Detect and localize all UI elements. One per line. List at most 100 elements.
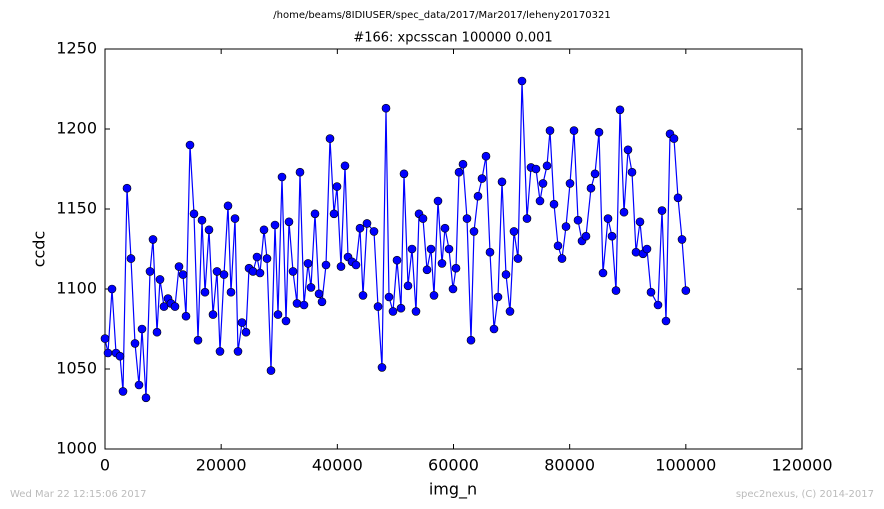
data-point	[306, 283, 316, 292]
data-point	[619, 207, 629, 217]
data-point	[458, 159, 468, 169]
data-point	[573, 215, 583, 225]
x-axis-label: img_n	[429, 480, 477, 500]
x-tick-label: 0	[100, 456, 110, 475]
data-point	[233, 347, 243, 356]
data-point	[392, 255, 402, 265]
data-point	[627, 167, 637, 177]
data-point	[351, 260, 361, 270]
data-point	[212, 267, 222, 276]
data-point	[448, 284, 458, 294]
data-point	[581, 231, 591, 241]
data-point	[200, 287, 210, 297]
data-point	[403, 281, 413, 291]
data-point	[270, 220, 280, 230]
y-axis-label: ccdc	[30, 231, 49, 268]
data-point	[501, 270, 511, 279]
x-tick-label: 120000	[771, 456, 832, 475]
x-tick-label: 40000	[312, 456, 363, 475]
data-point	[485, 247, 495, 257]
data-point	[204, 225, 214, 235]
data-point	[325, 134, 335, 143]
data-point	[219, 270, 229, 279]
chart-title: #166: xpcsscan 100000 0.001	[353, 31, 552, 46]
data-point	[466, 335, 476, 345]
data-point	[273, 310, 283, 319]
data-point	[103, 348, 113, 358]
data-point	[418, 214, 428, 223]
data-point	[137, 324, 147, 334]
y-tick-label: 1000	[56, 439, 97, 458]
data-point	[284, 217, 294, 227]
data-point	[281, 316, 291, 326]
data-point	[262, 254, 272, 263]
data-point	[355, 223, 365, 233]
data-point	[635, 217, 645, 227]
data-point	[462, 214, 472, 223]
data-point	[230, 214, 240, 223]
data-point	[197, 215, 207, 225]
data-point	[473, 191, 483, 201]
data-point	[545, 126, 555, 135]
data-point	[266, 366, 276, 375]
data-point	[631, 247, 641, 257]
data-point	[317, 297, 327, 307]
data-point	[152, 327, 162, 337]
data-point	[437, 259, 447, 268]
data-point	[642, 244, 652, 254]
data-point	[130, 339, 140, 348]
data-point	[358, 291, 368, 300]
data-point	[396, 303, 406, 313]
data-point	[100, 334, 110, 343]
data-point	[148, 235, 158, 244]
data-point	[134, 380, 144, 390]
data-point	[615, 105, 625, 115]
data-point	[538, 179, 548, 188]
data-point	[193, 335, 203, 345]
footer-right: spec2nexus, (C) 2014-2017	[736, 489, 874, 500]
data-point	[611, 286, 621, 295]
y-tick-label: 1250	[56, 39, 97, 58]
x-tick-label: 60000	[428, 456, 479, 475]
data-point	[178, 270, 188, 279]
data-point	[340, 161, 350, 171]
data-point	[557, 254, 567, 263]
data-point	[553, 241, 563, 251]
data-point	[451, 263, 461, 273]
data-point	[646, 287, 656, 297]
data-point	[411, 307, 421, 316]
y-tick-label: 1100	[56, 279, 97, 298]
data-point	[454, 167, 464, 177]
data-point	[598, 268, 608, 278]
y-tick-label: 1200	[56, 119, 97, 138]
data-point	[321, 260, 331, 270]
x-tick-label: 80000	[544, 456, 595, 475]
data-point	[586, 183, 596, 193]
data-point	[299, 300, 309, 310]
data-point	[362, 219, 372, 228]
y-tick-label: 1050	[56, 359, 97, 378]
data-point	[369, 227, 379, 236]
data-point	[481, 151, 491, 161]
data-point	[237, 318, 247, 327]
data-point	[115, 351, 125, 361]
data-point	[657, 206, 667, 215]
data-point	[332, 182, 342, 191]
data-point	[223, 201, 233, 211]
data-point	[513, 254, 523, 263]
data-point	[295, 167, 305, 177]
data-point	[517, 76, 527, 86]
data-point	[535, 196, 545, 206]
data-point	[122, 183, 132, 193]
data-point	[141, 393, 151, 403]
data-point	[159, 302, 169, 311]
data-point	[170, 302, 180, 311]
data-point	[469, 227, 479, 236]
data-point	[489, 324, 499, 334]
data-point	[681, 286, 691, 295]
data-point	[429, 291, 439, 300]
data-point	[594, 127, 604, 137]
data-point	[155, 275, 165, 284]
data-point	[373, 302, 383, 311]
data-point	[277, 172, 287, 182]
